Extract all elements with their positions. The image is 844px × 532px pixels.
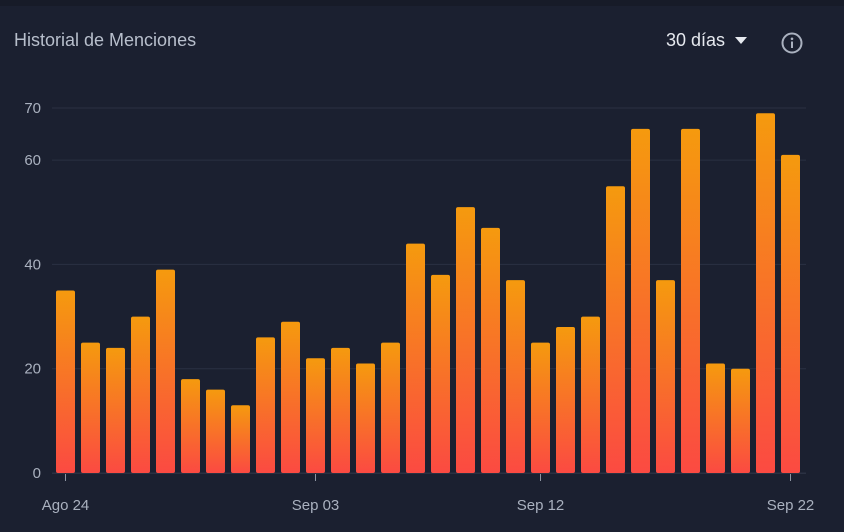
x-tick-label: Ago 24 [42, 497, 90, 514]
y-tick-label: 60 [24, 152, 41, 169]
bar-21[interactable] [581, 316, 600, 473]
bar-10[interactable] [306, 358, 325, 473]
top-strip [0, 0, 844, 6]
x-tick-label: Sep 12 [517, 497, 565, 514]
bar-3[interactable] [131, 316, 150, 473]
y-tick-label: 70 [24, 100, 41, 117]
x-tick-label: Sep 03 [292, 497, 340, 514]
bar-0[interactable] [56, 290, 75, 474]
bar-29[interactable] [781, 154, 800, 473]
bar-16[interactable] [456, 207, 475, 474]
bar-23[interactable] [631, 128, 650, 473]
bar-25[interactable] [681, 128, 700, 473]
bar-11[interactable] [331, 347, 350, 473]
bar-17[interactable] [481, 227, 500, 473]
y-tick-label: 0 [33, 465, 41, 482]
bar-4[interactable] [156, 269, 175, 473]
range-label: 30 días [666, 30, 726, 50]
bar-7[interactable] [231, 405, 250, 473]
bar-12[interactable] [356, 363, 375, 474]
info-icon[interactable] [781, 32, 803, 54]
bar-19[interactable] [531, 342, 550, 473]
x-tick-label: Sep 22 [767, 497, 815, 514]
bar-26[interactable] [706, 363, 725, 474]
bar-9[interactable] [281, 321, 300, 473]
bar-1[interactable] [81, 342, 100, 473]
bar-24[interactable] [656, 280, 675, 473]
bar-13[interactable] [381, 342, 400, 473]
y-tick-label: 40 [24, 256, 41, 273]
bar-6[interactable] [206, 389, 225, 473]
bar-2[interactable] [106, 347, 125, 473]
range-dropdown[interactable]: 30 días [666, 30, 748, 51]
y-tick-label: 20 [24, 361, 41, 378]
bar-27[interactable] [731, 368, 750, 473]
chart-title: Historial de Menciones [14, 30, 197, 50]
bar-22[interactable] [606, 186, 625, 473]
bar-20[interactable] [556, 327, 575, 473]
bar-14[interactable] [406, 243, 425, 473]
chevron-down-icon [735, 37, 748, 44]
bar-18[interactable] [506, 280, 525, 473]
bar-28[interactable] [756, 113, 775, 473]
bar-8[interactable] [256, 337, 275, 473]
bar-5[interactable] [181, 379, 200, 473]
bar-15[interactable] [431, 274, 450, 473]
